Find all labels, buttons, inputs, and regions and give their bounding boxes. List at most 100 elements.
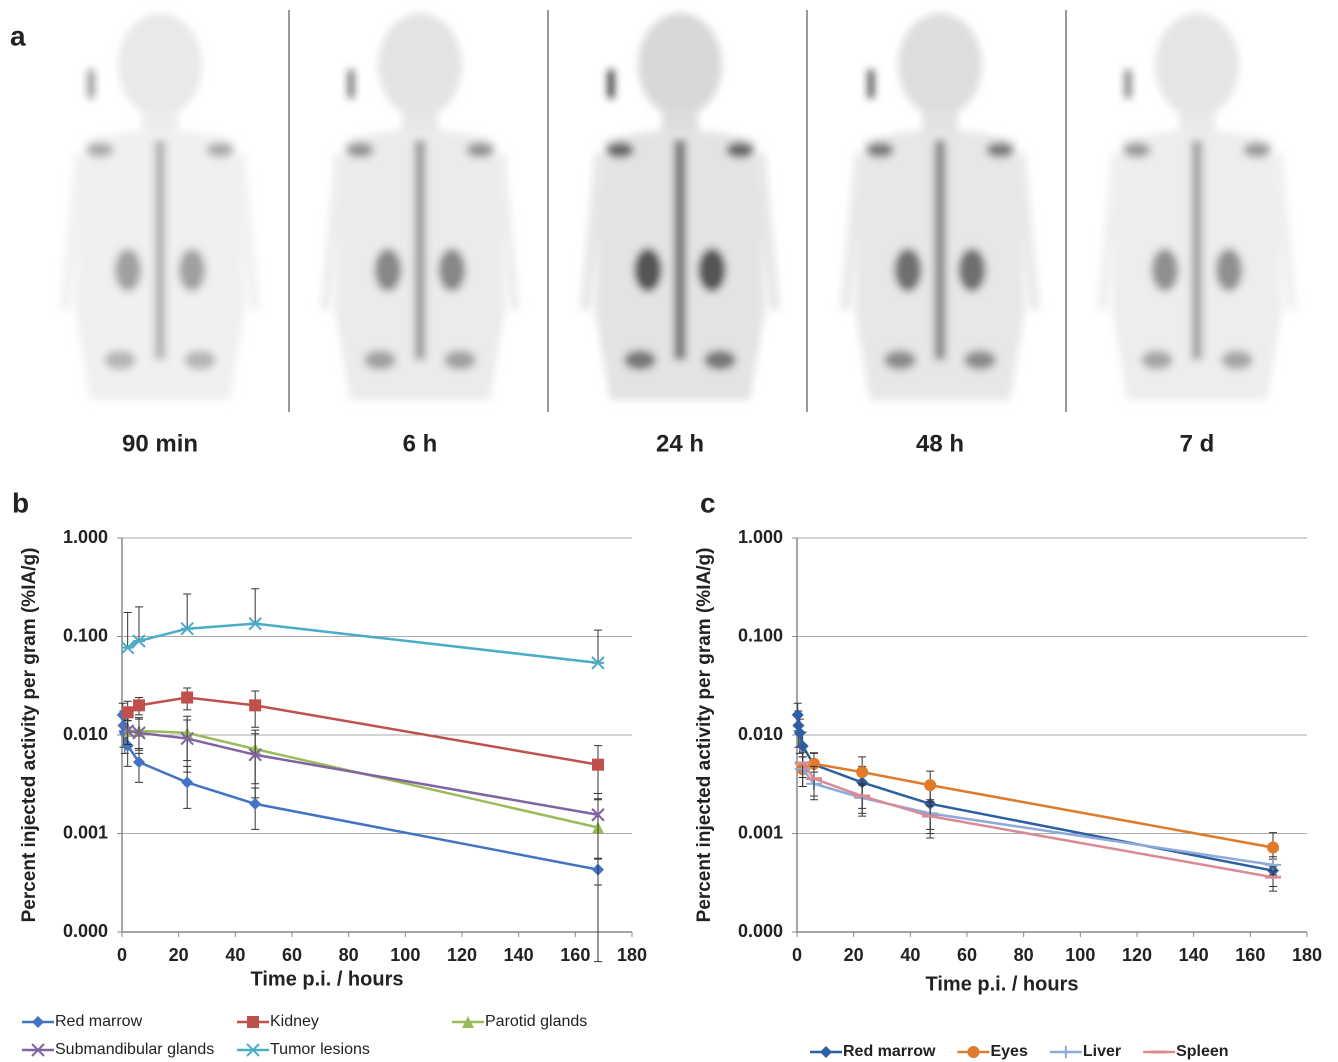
x-tick-label: 100 bbox=[390, 945, 420, 965]
marker bbox=[1267, 841, 1279, 854]
y-tick-label: 0.001 bbox=[63, 822, 108, 842]
y-axis-label: Percent injected activity per gram (%IA/… bbox=[694, 548, 715, 923]
error-bar bbox=[183, 719, 192, 773]
marker bbox=[793, 726, 806, 739]
legend-label: Submandibular glands bbox=[55, 1041, 214, 1058]
x-tick-label: 160 bbox=[560, 945, 590, 965]
marker bbox=[133, 756, 145, 769]
error-bar bbox=[926, 801, 935, 839]
time-label: 48 h bbox=[916, 430, 964, 457]
marker bbox=[32, 1016, 44, 1028]
marker bbox=[132, 726, 146, 740]
legend-label: Red marrow bbox=[843, 1043, 936, 1060]
marker bbox=[181, 776, 194, 789]
x-tick-label: 100 bbox=[1065, 945, 1095, 965]
y-tick-label: 0.010 bbox=[738, 724, 783, 744]
series-line bbox=[121, 714, 599, 871]
series-line bbox=[127, 729, 599, 816]
y-axis-label: Percent injected activity per gram (%IA/… bbox=[19, 548, 40, 923]
legend-label: Kidney bbox=[270, 1013, 319, 1030]
marker bbox=[791, 708, 804, 721]
series-line bbox=[801, 768, 1274, 867]
y-tick-label: 0.100 bbox=[738, 625, 783, 645]
error-bar bbox=[135, 718, 143, 754]
panel-label: c bbox=[700, 487, 716, 518]
panel-label: b bbox=[12, 487, 29, 518]
x-tick-label: 60 bbox=[282, 945, 302, 965]
series-line bbox=[127, 622, 599, 665]
x-tick-label: 40 bbox=[225, 945, 245, 965]
x-tick-label: 120 bbox=[447, 945, 477, 965]
marker bbox=[180, 731, 194, 746]
marker bbox=[248, 748, 262, 762]
y-tick-label: 1.000 bbox=[63, 527, 108, 547]
marker bbox=[120, 724, 135, 738]
x-tick-label: 180 bbox=[1292, 945, 1322, 965]
marker bbox=[792, 719, 805, 732]
x-tick-label: 60 bbox=[957, 945, 977, 965]
marker bbox=[856, 766, 869, 779]
error-bar bbox=[858, 783, 867, 814]
marker bbox=[246, 1043, 260, 1057]
time-label: 6 h bbox=[403, 430, 438, 457]
marker bbox=[591, 656, 605, 670]
marker bbox=[592, 758, 604, 771]
error-bar bbox=[594, 792, 602, 860]
error-bar bbox=[251, 733, 260, 799]
marker bbox=[967, 1046, 980, 1058]
series-line bbox=[801, 762, 1274, 879]
legend-label: Spleen bbox=[1176, 1043, 1228, 1060]
x-tick-label: 160 bbox=[1235, 945, 1265, 965]
legend-label: Eyes bbox=[990, 1043, 1027, 1060]
marker bbox=[591, 808, 605, 822]
series-line bbox=[796, 714, 1274, 872]
scan bbox=[320, 13, 520, 400]
time-label: 7 d bbox=[1180, 430, 1215, 457]
y-tick-label: 0.000 bbox=[738, 921, 783, 941]
x-tick-label: 20 bbox=[169, 945, 189, 965]
marker bbox=[924, 779, 937, 792]
x-tick-label: 140 bbox=[504, 945, 534, 965]
x-tick-label: 20 bbox=[844, 945, 864, 965]
marker bbox=[820, 1046, 832, 1058]
x-tick-label: 120 bbox=[1122, 945, 1152, 965]
x-tick-label: 80 bbox=[1014, 945, 1034, 965]
error-bar bbox=[1269, 866, 1277, 892]
marker bbox=[248, 616, 262, 631]
scan bbox=[60, 13, 260, 400]
time-label: 90 min bbox=[122, 430, 198, 457]
marker bbox=[249, 699, 262, 712]
error-bar bbox=[810, 765, 818, 797]
legend-label: Parotid glands bbox=[485, 1013, 587, 1030]
y-tick-label: 0.010 bbox=[63, 724, 108, 744]
y-tick-label: 0.001 bbox=[738, 822, 783, 842]
panel-label: a bbox=[10, 20, 26, 51]
x-tick-label: 180 bbox=[617, 945, 647, 965]
marker bbox=[249, 797, 262, 810]
x-tick-label: 80 bbox=[339, 945, 359, 965]
y-tick-label: 0.100 bbox=[63, 625, 108, 645]
legend-label: Red marrow bbox=[55, 1013, 143, 1030]
error-bar bbox=[135, 606, 143, 642]
marker bbox=[121, 706, 134, 719]
marker bbox=[121, 739, 134, 752]
error-bar bbox=[594, 629, 602, 663]
series-line bbox=[127, 729, 599, 829]
marker bbox=[180, 621, 194, 636]
y-tick-label: 0.000 bbox=[63, 921, 108, 941]
series-line bbox=[127, 696, 599, 766]
marker bbox=[796, 740, 809, 753]
error-bar bbox=[183, 593, 192, 629]
x-tick-label: 140 bbox=[1179, 945, 1209, 965]
x-axis-label: Time p.i. / hours bbox=[926, 973, 1079, 995]
marker bbox=[181, 691, 194, 704]
x-axis-label: Time p.i. / hours bbox=[251, 968, 404, 990]
y-tick-label: 1.000 bbox=[738, 527, 783, 547]
error-bar bbox=[594, 745, 602, 801]
x-tick-label: 40 bbox=[900, 945, 920, 965]
marker bbox=[120, 640, 135, 655]
error-bar bbox=[251, 588, 260, 624]
marker bbox=[31, 1043, 45, 1057]
marker bbox=[132, 634, 146, 648]
